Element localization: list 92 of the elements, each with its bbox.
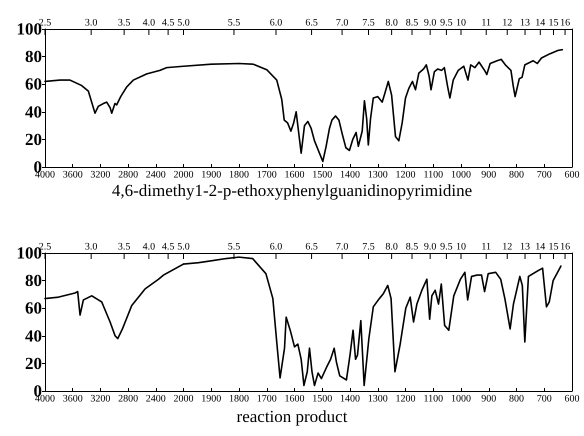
text: 14 bbox=[535, 18, 546, 28]
x-tick-label: 1100 bbox=[423, 170, 444, 180]
text: 6.0 bbox=[270, 18, 282, 28]
y-tick-label: 40 bbox=[25, 102, 42, 122]
text: 3.5 bbox=[118, 18, 130, 28]
x-tick-label: 4000 bbox=[35, 170, 55, 180]
y-tick-label: 60 bbox=[25, 74, 42, 94]
text: 12 bbox=[502, 18, 512, 28]
text: 15 bbox=[548, 242, 558, 252]
x-tick-label: 3600 bbox=[62, 170, 83, 180]
x-tick-label: 3200 bbox=[90, 394, 110, 404]
x-tick-label: 1800 bbox=[229, 394, 249, 404]
x-tick-label: 1800 bbox=[229, 170, 249, 180]
text: 14 bbox=[535, 242, 546, 252]
x-tick-label: 1300 bbox=[368, 170, 388, 180]
x-tick-label: 1900 bbox=[201, 394, 222, 404]
y-tick-label: 80 bbox=[25, 271, 42, 290]
text: 7.0 bbox=[336, 242, 348, 252]
text: 12 bbox=[502, 242, 512, 252]
y-tick-label: 40 bbox=[25, 326, 42, 346]
x-tick-label: 1400 bbox=[340, 170, 360, 180]
x-tick-label: 2800 bbox=[118, 170, 138, 180]
text: 4,6-dimethy1-2-p-ethoxyphenylguanidinopyrimidine bbox=[112, 181, 472, 200]
x-tick-label: 3200 bbox=[90, 170, 110, 180]
text: reaction product bbox=[236, 407, 348, 426]
y-tick-label: 20 bbox=[25, 354, 42, 373]
x-tick-label: 700 bbox=[536, 394, 552, 404]
text: 8.5 bbox=[406, 18, 418, 28]
text: 11 bbox=[481, 18, 492, 28]
text: 8.5 bbox=[406, 242, 418, 252]
text: 7.5 bbox=[362, 18, 375, 28]
text: 16 bbox=[560, 18, 570, 28]
text: 4.0 bbox=[142, 242, 156, 252]
text: 3.0 bbox=[84, 18, 98, 28]
text: 9.0 bbox=[424, 18, 436, 28]
text: 13 bbox=[520, 242, 530, 252]
text: 5.5 bbox=[228, 18, 240, 28]
x-tick-label: 600 bbox=[564, 170, 580, 180]
text: 9.0 bbox=[424, 242, 436, 252]
x-tick-label: 1500 bbox=[312, 170, 332, 180]
text: 9.5 bbox=[440, 242, 453, 252]
text: 8.0 bbox=[385, 18, 398, 28]
text: 7.5 bbox=[362, 242, 375, 252]
text: 4.5 bbox=[162, 242, 174, 252]
x-tick-label: 1500 bbox=[312, 394, 332, 404]
x-tick-label: 1900 bbox=[201, 170, 222, 180]
x-tick-label: 2400 bbox=[146, 170, 166, 180]
text: 9.5 bbox=[440, 18, 453, 28]
x-tick-label: 1600 bbox=[284, 170, 304, 180]
text: 4.0 bbox=[142, 18, 156, 28]
text: 3.5 bbox=[118, 242, 130, 252]
x-tick-label: 900 bbox=[481, 170, 496, 180]
x-tick-label: 2400 bbox=[146, 394, 166, 404]
x-tick-label: 1700 bbox=[256, 394, 277, 404]
x-tick-label: 800 bbox=[509, 394, 524, 404]
text: 5.5 bbox=[228, 242, 240, 252]
text: 10 bbox=[456, 242, 466, 252]
x-tick-label: 3600 bbox=[62, 394, 83, 404]
x-tick-label: 1600 bbox=[284, 394, 304, 404]
x-tick-label: 900 bbox=[481, 394, 496, 404]
x-tick-label: 2000 bbox=[174, 170, 194, 180]
text: 4.5 bbox=[162, 18, 174, 28]
x-tick-label: 800 bbox=[509, 170, 524, 180]
x-tick-label: 1300 bbox=[368, 394, 388, 404]
x-tick-label: 1400 bbox=[340, 394, 360, 404]
x-tick-label: 1000 bbox=[451, 170, 471, 180]
x-tick-label: 1700 bbox=[256, 170, 277, 180]
text: 8.0 bbox=[385, 242, 398, 252]
text: 6.5 bbox=[305, 242, 318, 252]
x-tick-label: 700 bbox=[536, 170, 552, 180]
y-tick-label: 20 bbox=[25, 130, 42, 149]
text: 13 bbox=[520, 18, 530, 28]
text: 5.0 bbox=[177, 18, 190, 28]
y-tick-label: 60 bbox=[25, 298, 42, 318]
text: 3.0 bbox=[84, 242, 98, 252]
x-tick-label: 1200 bbox=[396, 170, 416, 180]
x-tick-label: 1100 bbox=[423, 394, 444, 404]
x-tick-label: 4000 bbox=[35, 394, 55, 404]
x-tick-label: 1000 bbox=[451, 394, 471, 404]
text: 15 bbox=[548, 18, 558, 28]
y-tick-label: 80 bbox=[25, 47, 42, 66]
x-tick-label: 2000 bbox=[174, 394, 194, 404]
text: 11 bbox=[481, 242, 492, 252]
text: 10 bbox=[456, 18, 466, 28]
x-tick-label: 2800 bbox=[118, 394, 138, 404]
x-tick-label: 600 bbox=[564, 394, 580, 404]
text: 6.5 bbox=[305, 18, 318, 28]
x-tick-label: 1200 bbox=[396, 394, 416, 404]
text: 5.0 bbox=[177, 242, 190, 252]
text: 6.0 bbox=[270, 242, 282, 252]
text: 7.0 bbox=[336, 18, 348, 28]
text: 16 bbox=[560, 242, 570, 252]
